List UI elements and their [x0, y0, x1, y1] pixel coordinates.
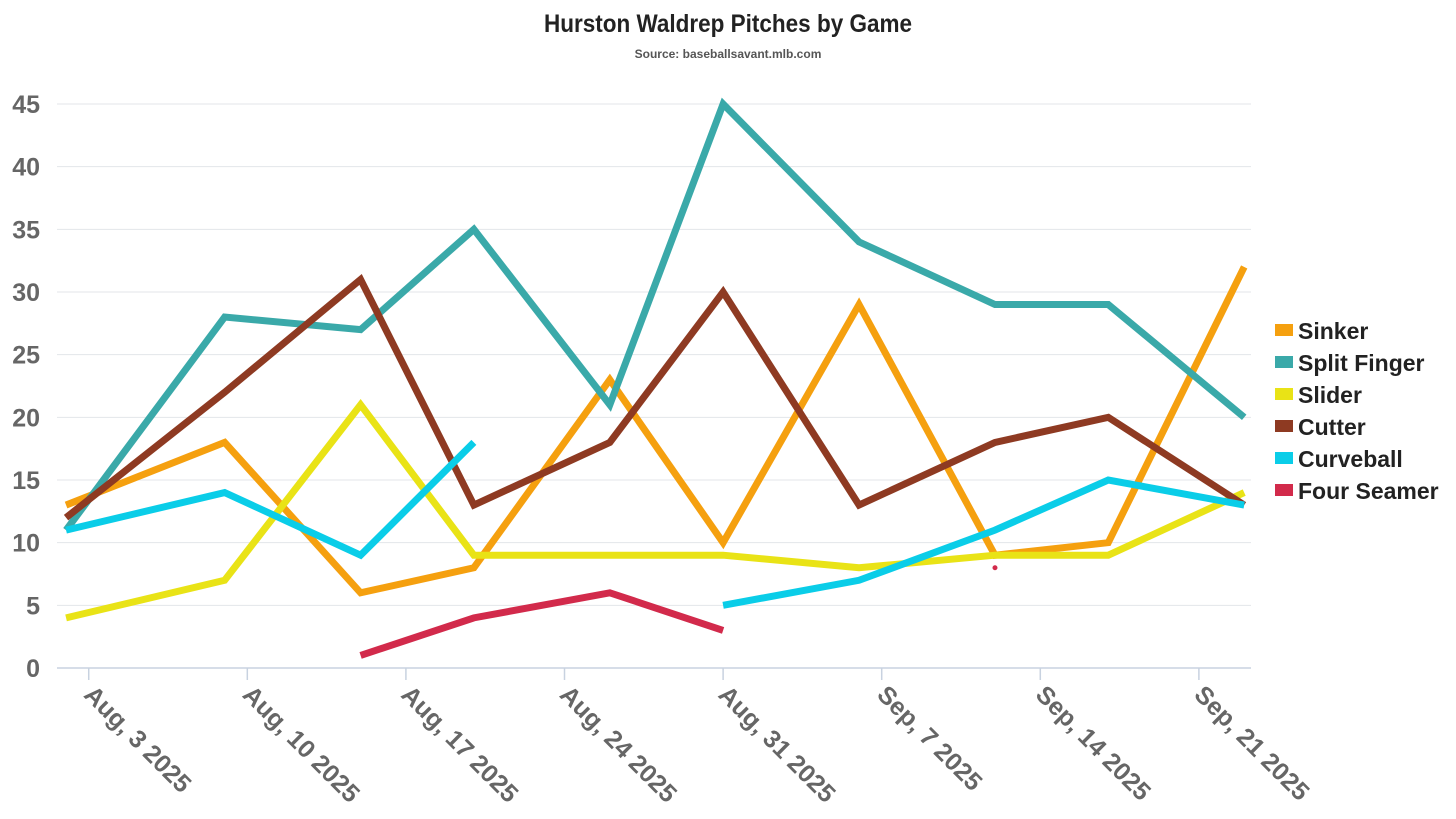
legend-item: Curveball	[1275, 446, 1403, 472]
legend-item: Slider	[1275, 382, 1362, 408]
series-line	[63, 273, 1247, 521]
y-tick-label: 5	[26, 592, 40, 620]
x-axis: Aug, 3 2025 Aug, 10 2025 Aug, 17 2025 Aug, …	[57, 667, 1315, 808]
x-tick-label: Sep, 14 2025	[1030, 680, 1156, 806]
series-line	[65, 439, 477, 560]
gridlines	[57, 103, 1251, 606]
x-tick-label: Sep, 7 2025	[871, 680, 987, 796]
series-cutter	[63, 273, 1247, 521]
y-tick-label: 35	[12, 216, 40, 244]
legend-item: Sinker	[1275, 318, 1368, 344]
y-tick-label: 30	[12, 279, 40, 307]
legend-label: Slider	[1298, 382, 1362, 408]
x-tick-label: Aug, 3 2025	[78, 680, 196, 798]
legend-label: Curveball	[1298, 446, 1403, 472]
series-curveball	[65, 439, 1245, 609]
y-axis-ticks: 0 5 10 15 20 25 30 35 40 45	[12, 91, 40, 683]
series-split-finger	[63, 97, 1247, 533]
x-tick-label: Aug, 24 2025	[554, 680, 682, 808]
series-line	[63, 97, 1247, 533]
y-tick-label: 20	[12, 404, 40, 432]
data-point	[992, 565, 998, 571]
chart-title: Hurston Waldrep Pitches by Game	[543, 10, 912, 38]
legend-swatch	[1275, 388, 1293, 400]
legend-item: Four Seamer	[1275, 478, 1439, 504]
legend-swatch	[1275, 356, 1293, 368]
series-line	[722, 476, 1245, 609]
legend-label: Four Seamer	[1298, 478, 1439, 504]
legend-item: Split Finger	[1275, 350, 1425, 376]
series-lines	[63, 97, 1248, 659]
x-tick-label: Aug, 17 2025	[396, 680, 524, 808]
x-tick-label: Aug, 31 2025	[713, 680, 841, 808]
series-line	[65, 399, 1246, 622]
legend-item: Cutter	[1275, 414, 1366, 440]
chart-subtitle: Source: baseballsavant.mlb.com	[634, 47, 822, 61]
y-tick-label: 40	[12, 154, 40, 182]
y-tick-label: 15	[12, 467, 40, 495]
series-sinker	[64, 265, 1248, 597]
series-slider	[65, 399, 1246, 622]
y-tick-label: 0	[26, 655, 40, 683]
legend-swatch	[1275, 420, 1293, 432]
x-tick-label: Aug, 10 2025	[237, 680, 365, 808]
series-line	[359, 589, 725, 659]
legend-swatch	[1275, 324, 1293, 336]
series-four-seamer	[359, 565, 998, 659]
y-tick-label: 10	[12, 530, 40, 558]
legend-label: Sinker	[1298, 318, 1368, 344]
y-tick-label: 45	[12, 91, 40, 119]
legend-label: Split Finger	[1298, 350, 1425, 376]
legend: Sinker Split Finger Slider Cutter Curveball F…	[1275, 318, 1439, 504]
legend-swatch	[1275, 452, 1293, 464]
y-tick-label: 25	[12, 342, 40, 370]
legend-swatch	[1275, 484, 1293, 496]
x-tick-label: Sep, 21 2025	[1189, 680, 1315, 806]
legend-label: Cutter	[1298, 414, 1366, 440]
series-line	[64, 265, 1248, 597]
